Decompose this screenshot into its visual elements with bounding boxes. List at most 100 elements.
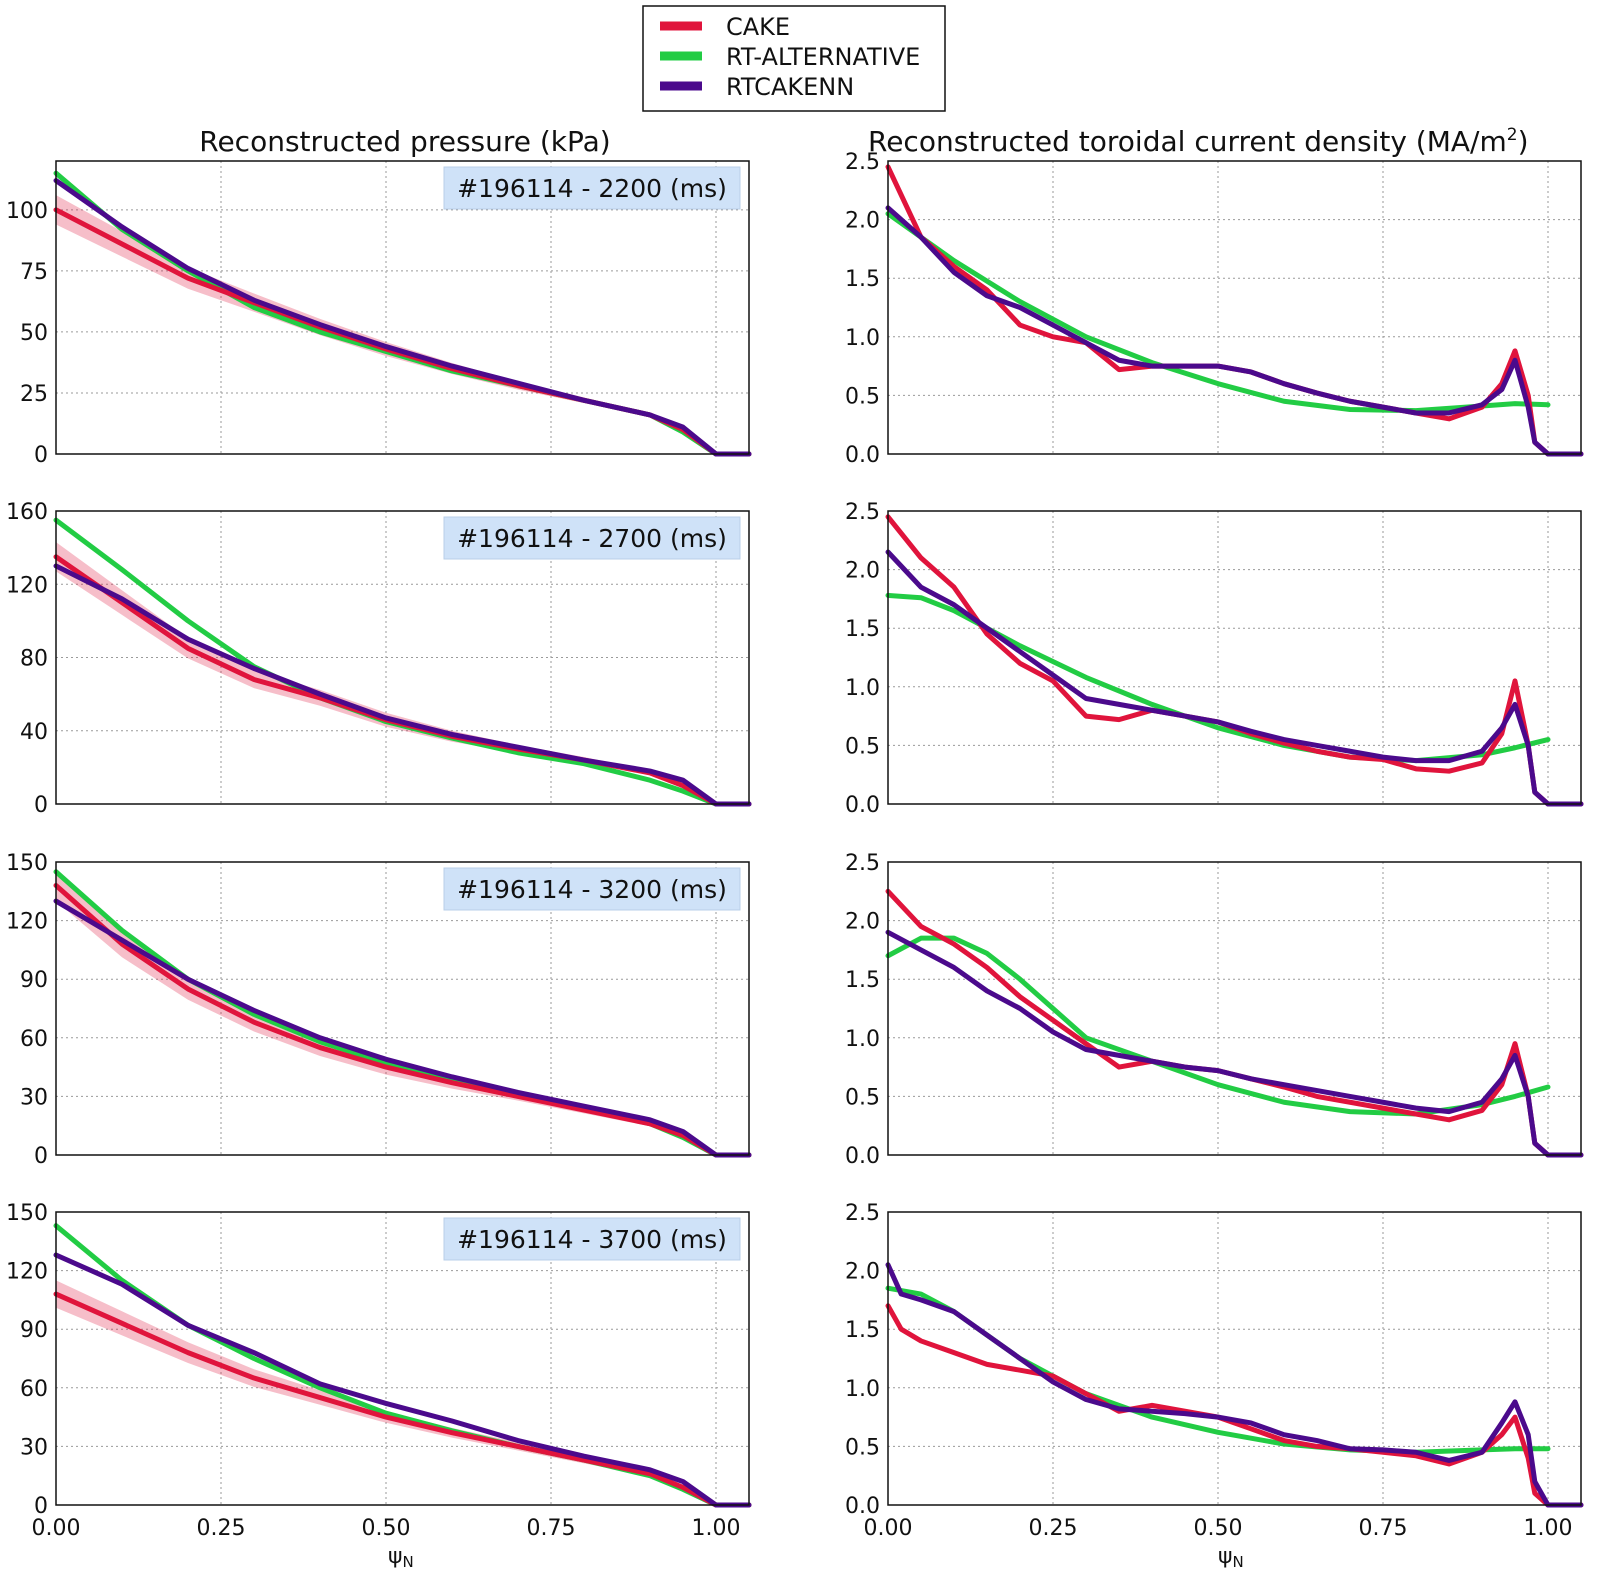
current-panel-1-y-tick-label: 1.5	[845, 267, 880, 292]
current-panel-4-x-tick-label: 0.50	[1194, 1516, 1243, 1541]
pressure-panel-4-y-tick-label: 90	[20, 1318, 48, 1343]
pressure-panel-4-x-tick-label: 0.00	[32, 1516, 81, 1541]
current-panel-4-y-tick-label: 2.0	[845, 1260, 880, 1285]
pressure-panel-2-frame	[55, 510, 750, 805]
pressure-panel-2-shot-label: #196114 - 2700 (ms)	[457, 524, 727, 553]
pressure-panel-3-frame	[55, 861, 750, 1156]
current-panel-4-plot-area	[888, 1212, 1581, 1505]
current-panel-4-y-tick-label: 0.0	[845, 1494, 880, 1519]
pressure-panel-2-line-rtcakenn	[53, 563, 752, 807]
current-column-title: Reconstructed toroidal current density (…	[868, 125, 1529, 158]
legend: CAKE RT-ALTERNATIVE RTCAKENN	[642, 5, 946, 112]
pressure-panel-4-x-tick-label: 0.75	[527, 1516, 576, 1541]
current-panel-2-y-tick-label: 0.0	[845, 793, 880, 818]
current-panel-1-y-tick-label: 2.5	[845, 150, 880, 175]
pressure-panel-4-x-tick-label: 1.00	[692, 1516, 741, 1541]
pressure-panel-1-shot-label: #196114 - 2200 (ms)	[457, 174, 727, 203]
current-panel-1: 0.0 0.5 1.0 1.5 2.0 2.5	[845, 150, 1584, 468]
current-panel-2-frame	[887, 510, 1582, 805]
pressure-panel-3-shot-label: #196114 - 3200 (ms)	[457, 875, 727, 904]
pressure-panel-4-shot-label: #196114 - 3700 (ms)	[457, 1225, 727, 1254]
pressure-panel-2-y-tick-label: 120	[6, 573, 48, 598]
pressure-panel-1: 0 25 50 75 100 #196114 - 2200 (ms)	[6, 160, 752, 468]
current-panel-1-line-rt-alternative	[885, 211, 1551, 414]
legend-label-rt-alternative: RT-ALTERNATIVE	[726, 43, 920, 71]
legend-label-cake: CAKE	[726, 13, 790, 41]
current-panel-4-y-tick-label: 1.0	[845, 1377, 880, 1402]
pressure-panel-1-line-rtcakenn	[53, 178, 752, 457]
pressure-panel-2: 0 40 80 120 160 #196114 - 2700 (ms)	[6, 500, 752, 818]
pressure-panel-4-line-rtcakenn	[53, 1252, 752, 1508]
pressure-panel-2-y-tick-label: 0	[34, 793, 48, 818]
current-panel-2-y-tick-label: 0.5	[845, 734, 880, 759]
current-panel-1-y-tick-label: 1.0	[845, 326, 880, 351]
current-panel-3-y-tick-label: 0.0	[845, 1144, 880, 1169]
current-panel-2-line-cake	[885, 514, 1584, 807]
pressure-panel-4-y-tick-label: 0	[34, 1494, 48, 1519]
current-panel-1-line-rtcakenn	[885, 205, 1584, 457]
pressure-panel-1-shot-label-box	[443, 166, 741, 210]
pressure-panel-3-y-tick-label: 30	[20, 1085, 48, 1110]
current-panel-4-x-tick-label: 0.25	[1029, 1516, 1078, 1541]
pressure-panel-4-x-tick-label: 0.25	[197, 1516, 246, 1541]
current-panel-3-y-tick-label: 2.5	[845, 851, 880, 876]
current-panel-1-frame	[887, 160, 1582, 455]
pressure-panel-3-line-rtcakenn	[53, 898, 752, 1158]
pressure-column-title: Reconstructed pressure (kPa)	[199, 125, 610, 158]
pressure-panel-3-y-tick-label: 0	[34, 1144, 48, 1169]
current-panel-4-y-tick-label: 1.5	[845, 1318, 880, 1343]
current-panel-3-y-tick-label: 0.5	[845, 1085, 880, 1110]
current-panel-1-y-tick-label: 0.0	[845, 443, 880, 468]
pressure-panel-4-plot-area	[56, 1212, 749, 1505]
current-xlabel-main: ψ	[1218, 1544, 1233, 1569]
current-panel-3-y-tick-label: 1.0	[845, 1027, 880, 1052]
current-panel-2-plot-area	[888, 511, 1581, 804]
pressure-panel-2-y-tick-label: 40	[20, 720, 48, 745]
pressure-panel-4-shot-label-box	[443, 1217, 741, 1261]
pressure-panel-4-y-tick-label: 150	[6, 1201, 48, 1226]
current-title-end: )	[1518, 125, 1529, 158]
pressure-panel-1-y-tick-label: 100	[6, 199, 48, 224]
pressure-panel-1-y-tick-label: 75	[20, 260, 48, 285]
pressure-xlabel-main: ψ	[388, 1544, 403, 1569]
pressure-panel-3: 0 30 60 90 120 150 #196114 - 3200 (ms)	[6, 851, 752, 1169]
pressure-panel-3-y-tick-label: 90	[20, 968, 48, 993]
pressure-panel-1-y-tick-label: 0	[34, 443, 48, 468]
current-panel-4-line-cake	[885, 1303, 1584, 1508]
current-panel-3-line-rtcakenn	[885, 929, 1584, 1158]
current-xlabel: ψN	[1218, 1544, 1244, 1569]
pressure-panel-4: 0.00 0.25 0.50 0.75 1.00 0 30 60 90 120 150 #196114…	[6, 1201, 752, 1541]
pressure-panel-1-y-tick-label: 25	[20, 382, 48, 407]
pressure-panel-1-frame	[55, 160, 750, 455]
current-panel-3-frame	[887, 861, 1582, 1156]
pressure-panel-3-y-tick-label: 150	[6, 851, 48, 876]
pressure-panel-1-y-tick-label: 50	[20, 321, 48, 346]
current-panel-3-y-tick-label: 2.0	[845, 910, 880, 935]
pressure-panel-3-line-cake	[53, 882, 752, 1158]
legend-label-rtcakenn: RTCAKENN	[726, 73, 854, 101]
current-xlabel-sub: N	[1233, 1553, 1244, 1569]
current-panel-2-line-rtcakenn	[885, 549, 1584, 807]
current-panel-2-y-tick-label: 1.0	[845, 676, 880, 701]
pressure-xlabel: ψN	[388, 1544, 414, 1569]
current-panel-4-x-tick-label: 0.00	[864, 1516, 913, 1541]
pressure-panel-4-y-tick-label: 120	[6, 1260, 48, 1285]
current-title-superscript: 2	[1507, 125, 1518, 145]
pressure-panel-2-y-tick-label: 80	[20, 647, 48, 672]
pressure-xlabel-sub: N	[403, 1553, 414, 1569]
current-panel-2-y-tick-label: 2.0	[845, 559, 880, 584]
current-panel-4-x-tick-label: 0.75	[1359, 1516, 1408, 1541]
pressure-panel-4-x-tick-label: 0.50	[362, 1516, 411, 1541]
current-panel-4-y-tick-label: 2.5	[845, 1201, 880, 1226]
pressure-panel-3-y-tick-label: 60	[20, 1027, 48, 1052]
panels: 0 25 50 75 100 #196114 - 2200 (ms) 0.0 0.5 1.0 1.…	[6, 150, 1584, 1541]
current-panel-4-frame	[887, 1211, 1582, 1506]
current-panel-4-line-rtcakenn	[885, 1262, 1584, 1508]
pressure-panel-4-line-cake	[53, 1291, 752, 1508]
current-panel-2: 0.0 0.5 1.0 1.5 2.0 2.5	[845, 500, 1584, 818]
current-panel-4-y-tick-label: 0.5	[845, 1435, 880, 1460]
current-panel-2-y-tick-label: 2.5	[845, 500, 880, 525]
pressure-panel-4-y-tick-label: 60	[20, 1377, 48, 1402]
current-panel-4: 0.00 0.25 0.50 0.75 1.00 0.0 0.5 1.0 1.5 2.0 2.5	[845, 1201, 1584, 1541]
